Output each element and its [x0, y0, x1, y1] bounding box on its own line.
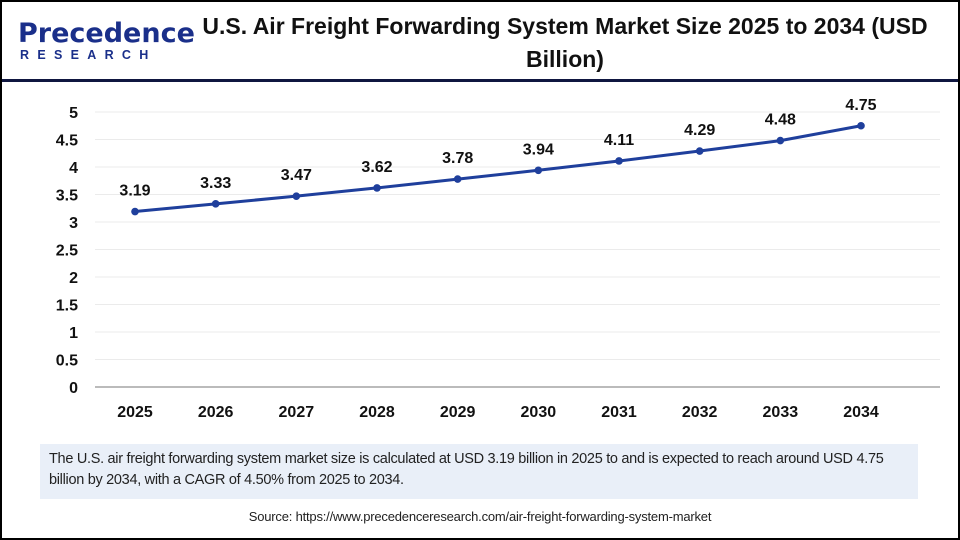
y-tick-label: 1.5	[56, 298, 78, 315]
header-divider	[2, 79, 958, 82]
x-tick-label: 2028	[359, 404, 395, 421]
x-tick-label: 2027	[279, 404, 315, 421]
y-tick-label: 1	[69, 325, 78, 342]
data-point	[776, 136, 785, 145]
y-tick-label: 4.5	[56, 133, 78, 150]
y-tick-label: 5	[69, 105, 78, 122]
data-label: 3.94	[523, 141, 554, 158]
x-tick-label: 2032	[682, 404, 718, 421]
data-label: 4.48	[765, 112, 796, 129]
chart-caption: The U.S. air freight forwarding system m…	[40, 444, 918, 499]
x-tick-label: 2034	[843, 404, 879, 421]
data-label: 3.47	[281, 167, 312, 184]
y-tick-label: 2	[69, 270, 78, 287]
data-label: 3.78	[442, 150, 473, 167]
series-line	[134, 124, 862, 214]
data-label: 3.19	[119, 183, 150, 200]
data-point	[373, 184, 381, 192]
y-tick-label: 3.5	[56, 188, 78, 205]
chart-title: U.S. Air Freight Forwarding System Marke…	[202, 13, 928, 72]
data-point	[211, 200, 220, 208]
logo-line2: RESEARCH	[20, 48, 157, 62]
data-point	[131, 207, 139, 216]
y-tick-label: 3	[69, 215, 78, 232]
data-label: 4.11	[604, 132, 634, 149]
y-tick-label: 0.5	[56, 353, 78, 370]
data-point	[615, 157, 623, 165]
x-tick-label: 2029	[440, 404, 476, 421]
data-label: 4.29	[684, 122, 715, 139]
y-tick-label: 4	[69, 160, 78, 177]
x-tick-label: 2033	[763, 404, 799, 421]
y-tick-label: 0	[69, 380, 78, 397]
data-point	[695, 147, 704, 155]
x-tick-label: 2025	[117, 404, 153, 421]
x-tick-label: 2026	[198, 404, 234, 421]
data-point	[857, 121, 865, 130]
data-label: 3.62	[361, 159, 392, 176]
data-point	[292, 192, 301, 200]
source-text: Source: https://www.precedenceresearch.c…	[248, 509, 712, 524]
data-point	[453, 175, 462, 183]
x-tick-label: 2031	[601, 404, 637, 421]
data-label: 3.33	[200, 175, 231, 192]
x-tick-label: 2030	[521, 404, 557, 421]
data-label: 4.75	[845, 97, 876, 114]
y-tick-label: 2.5	[56, 243, 78, 260]
data-point	[534, 166, 543, 175]
